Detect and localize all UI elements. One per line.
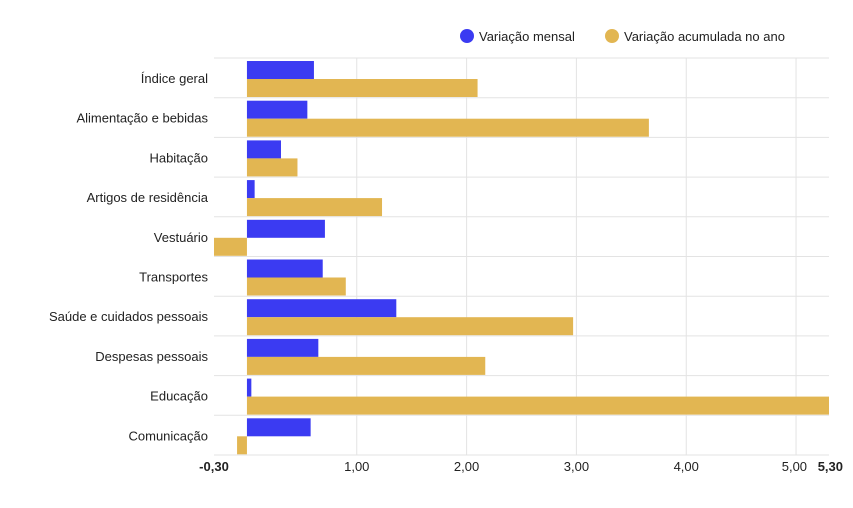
bar-accumulated[interactable] [246,317,574,336]
bar-monthly[interactable] [246,418,311,437]
bar-accumulated[interactable] [246,118,649,137]
bar-monthly[interactable] [246,219,325,238]
bar-accumulated[interactable] [246,158,298,177]
bar-monthly[interactable] [246,378,252,397]
category-label: Despesas pessoais [95,349,208,364]
category-label: Comunicação [129,428,209,443]
legend-label-accumulated[interactable]: Variação acumulada no ano [624,29,785,44]
x-tick-label: 1,00 [344,459,369,474]
category-label: Saúde e cuidados pessoais [49,309,209,324]
category-label: Educação [150,389,208,404]
bar-accumulated[interactable] [246,356,486,375]
grid-lines [214,57,829,456]
x-axis-ticks: -0,30 1,00 2,00 3,00 4,00 5,00 5,30 [199,459,843,474]
bar-monthly[interactable] [246,180,255,199]
category-label: Alimentação e bebidas [76,111,208,126]
bar-accumulated[interactable] [246,277,346,296]
bar-accumulated[interactable] [246,198,383,217]
bar-monthly[interactable] [246,61,314,79]
bar-monthly[interactable] [246,299,397,318]
legend-label-monthly[interactable]: Variação mensal [479,29,575,44]
bar-accumulated[interactable] [246,396,830,415]
x-tick-label: 5,00 [782,459,807,474]
bar-accumulated[interactable] [214,237,247,256]
x-tick-label: -0,30 [199,459,229,474]
legend-marker-accumulated[interactable] [605,29,619,43]
legend: Variação mensal Variação acumulada no ano [460,29,785,44]
bar-monthly[interactable] [246,100,308,119]
bar-accumulated[interactable] [246,79,478,97]
category-label: Artigos de residência [87,190,209,205]
legend-marker-monthly[interactable] [460,29,474,43]
category-label: Vestuário [154,230,208,245]
category-label: Transportes [139,270,208,285]
x-tick-label: 3,00 [564,459,589,474]
category-labels: Índice geral Alimentação e bebidas Habitaç… [49,71,209,443]
x-tick-label: 2,00 [454,459,479,474]
x-tick-label: 5,30 [818,459,843,474]
category-label: Índice geral [141,71,208,86]
category-label: Habitação [149,150,208,165]
bar-monthly[interactable] [246,259,323,278]
bar-accumulated[interactable] [237,436,247,455]
bars [214,61,830,455]
bar-monthly[interactable] [246,140,281,159]
x-tick-label: 4,00 [674,459,699,474]
bar-monthly[interactable] [246,338,319,357]
